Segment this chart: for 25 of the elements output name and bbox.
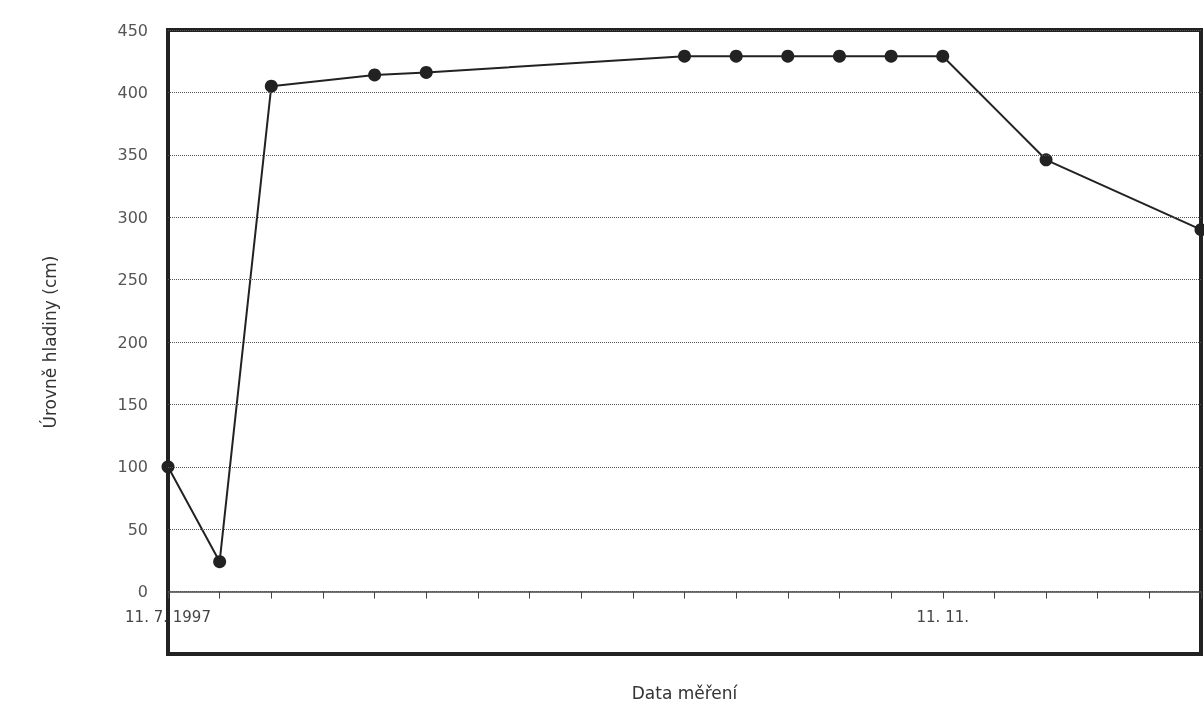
point [368, 68, 382, 82]
y-tick-label: 400 [117, 82, 148, 102]
y-tick-label: 50 [127, 519, 148, 539]
point [161, 460, 175, 474]
point [884, 49, 898, 63]
point [1039, 153, 1053, 167]
point [729, 49, 743, 63]
y-tick-label: 0 [137, 582, 148, 602]
y-tick-label: 200 [117, 332, 148, 352]
x-axis-title: Data měření [631, 682, 739, 703]
y-tick-label: 450 [117, 20, 148, 40]
point [832, 49, 846, 63]
y-tick-label: 150 [117, 394, 148, 414]
point [781, 49, 795, 63]
point [678, 49, 691, 63]
y-tick-label: 250 [117, 270, 148, 290]
point [936, 49, 950, 63]
x-tick-label: 11. 11. [916, 607, 969, 626]
point [264, 79, 278, 93]
y-axis-title: Úrovně hladiny (cm) [38, 255, 60, 429]
y-tick-label: 300 [117, 207, 148, 227]
y-tick-label: 350 [117, 145, 148, 165]
point [213, 555, 227, 569]
point [419, 65, 433, 79]
y-tick-label: 100 [117, 457, 148, 477]
